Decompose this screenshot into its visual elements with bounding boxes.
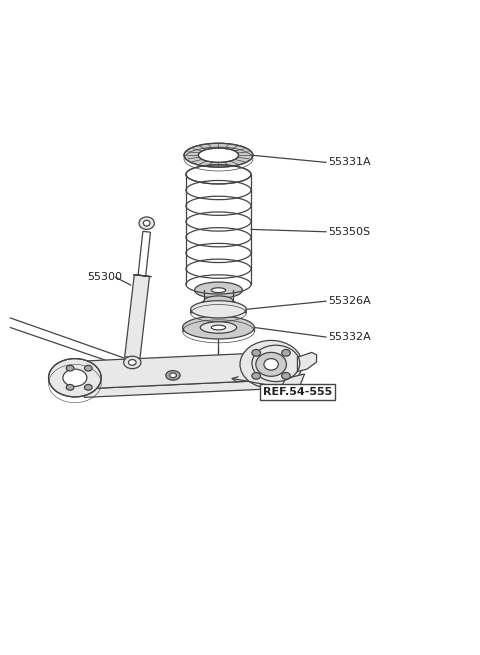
Polygon shape bbox=[138, 231, 150, 276]
Ellipse shape bbox=[282, 373, 290, 379]
Ellipse shape bbox=[194, 282, 242, 298]
Text: 55331A: 55331A bbox=[328, 157, 371, 168]
Text: 55332A: 55332A bbox=[328, 332, 372, 342]
Ellipse shape bbox=[124, 356, 141, 369]
Ellipse shape bbox=[191, 301, 246, 318]
Polygon shape bbox=[133, 274, 151, 276]
Ellipse shape bbox=[84, 384, 92, 390]
Polygon shape bbox=[125, 274, 149, 358]
Ellipse shape bbox=[144, 220, 150, 226]
Ellipse shape bbox=[211, 325, 226, 330]
Ellipse shape bbox=[169, 373, 176, 378]
Ellipse shape bbox=[204, 296, 233, 305]
Ellipse shape bbox=[282, 350, 290, 356]
Ellipse shape bbox=[166, 371, 180, 380]
Ellipse shape bbox=[256, 352, 287, 377]
Ellipse shape bbox=[66, 365, 74, 371]
Ellipse shape bbox=[84, 365, 92, 371]
Text: 55350S: 55350S bbox=[328, 227, 371, 236]
Ellipse shape bbox=[252, 350, 261, 356]
Ellipse shape bbox=[129, 360, 136, 365]
Ellipse shape bbox=[264, 358, 278, 370]
Ellipse shape bbox=[66, 384, 74, 390]
Ellipse shape bbox=[252, 373, 261, 379]
Ellipse shape bbox=[200, 322, 237, 333]
Text: 55326A: 55326A bbox=[328, 296, 372, 306]
Polygon shape bbox=[191, 301, 246, 313]
Polygon shape bbox=[84, 352, 283, 389]
Text: REF.54-555: REF.54-555 bbox=[263, 387, 332, 397]
Ellipse shape bbox=[48, 358, 101, 397]
Polygon shape bbox=[281, 374, 305, 388]
Ellipse shape bbox=[211, 288, 226, 293]
Polygon shape bbox=[298, 352, 317, 371]
Ellipse shape bbox=[139, 217, 155, 229]
Ellipse shape bbox=[240, 341, 302, 388]
Ellipse shape bbox=[198, 148, 239, 162]
Text: 55300: 55300 bbox=[87, 272, 122, 282]
Ellipse shape bbox=[182, 316, 254, 339]
Polygon shape bbox=[84, 380, 274, 398]
Ellipse shape bbox=[63, 369, 87, 386]
Ellipse shape bbox=[184, 143, 253, 167]
